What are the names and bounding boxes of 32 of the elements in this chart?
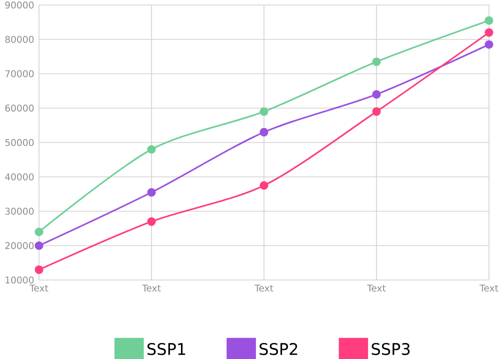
point <box>372 107 381 116</box>
legend-label: SSP3 <box>372 342 410 356</box>
y-tick-label: 40000 <box>5 173 34 180</box>
point <box>372 57 381 66</box>
x-tick-label: Text <box>142 284 161 292</box>
y-tick-label: 30000 <box>5 208 34 215</box>
legend-label: SSP2 <box>260 342 298 356</box>
point <box>34 265 44 274</box>
y-tick-label: 50000 <box>5 138 34 146</box>
point <box>34 241 44 250</box>
point <box>147 145 156 154</box>
y-tick-label: 20000 <box>5 242 34 250</box>
point <box>147 217 156 226</box>
y-tick-label: 90000 <box>5 1 34 9</box>
y-tick-label: 60000 <box>5 104 34 112</box>
y-tick-label: 70000 <box>5 70 34 78</box>
point <box>34 228 44 236</box>
x-tick-label: Text <box>367 284 386 292</box>
point <box>260 107 268 116</box>
legend-label: SSP1 <box>148 342 186 356</box>
x-tick-label: Text <box>480 284 498 292</box>
y-tick-label: 10000 <box>6 276 34 284</box>
x-tick-label: Text <box>30 284 48 292</box>
point <box>260 181 268 190</box>
point <box>484 28 494 37</box>
y-tick-label: 80000 <box>5 36 34 43</box>
point <box>260 128 268 136</box>
x-tick-label: Text <box>254 284 274 292</box>
point <box>484 16 494 25</box>
point <box>484 40 494 49</box>
point <box>372 90 381 99</box>
point <box>147 188 156 197</box>
